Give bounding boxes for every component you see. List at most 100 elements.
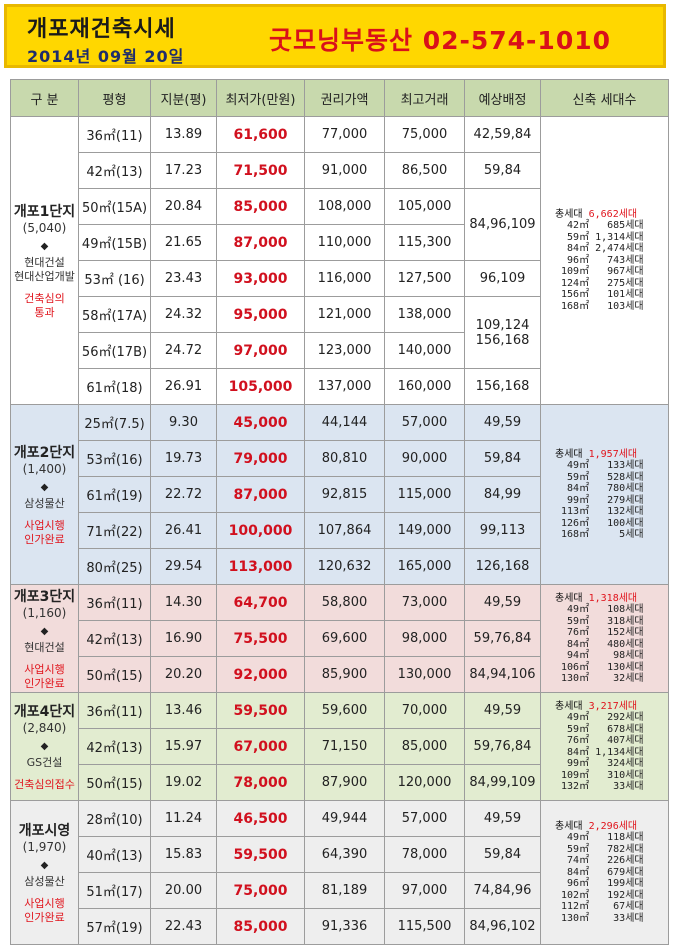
new-units-line: 112㎡ 67세대 (555, 901, 644, 913)
diamond-icon: ◆ (40, 482, 49, 493)
new-units-line: 109㎡ 967세대 (555, 266, 644, 278)
share-cell: 20.20 (150, 656, 217, 693)
allocation-cell: 59,84 (464, 836, 541, 873)
lowest-price-cell: 85,000 (216, 908, 305, 945)
share-cell: 29.54 (150, 548, 217, 585)
share-cell: 11.24 (150, 800, 217, 837)
highest-trade-cell: 57,000 (384, 800, 465, 837)
right-value-cell: 110,000 (304, 224, 385, 261)
share-cell: 22.43 (150, 908, 217, 945)
share-cell: 14.30 (150, 584, 217, 621)
complex-cell: 개포3단지 (1,160) ◆ 현대건설 사업시행 인가완료 (10, 584, 79, 693)
new-units-line: 113㎡ 132세대 (555, 506, 644, 517)
share-cell: 19.02 (150, 764, 217, 801)
lowest-price-cell: 59,500 (216, 836, 305, 873)
highest-trade-cell: 115,000 (384, 476, 465, 513)
new-units-line: 106㎡ 130세대 (555, 661, 644, 673)
new-units-cell: 총세대 1,318세대 49㎡ 108세대 59㎡ 318세대 76㎡ 152세… (540, 584, 669, 693)
allocation-cell: 49,59 (464, 800, 541, 837)
table-row: 개포3단지 (1,160) ◆ 현대건설 사업시행 인가완료 36㎡(11) 14.30 64,… (10, 584, 669, 693)
size-cell: 42㎡(13) (78, 152, 151, 189)
new-units-cell: 총세대 3,217세대 49㎡ 292세대 59㎡ 678세대 76㎡ 407세… (540, 692, 669, 801)
share-cell: 13.89 (150, 116, 217, 153)
lowest-price-cell: 45,000 (216, 404, 305, 441)
complex-units: (1,160) (22, 606, 67, 620)
size-cell: 58㎡(17A) (78, 296, 151, 333)
new-units-line: 132㎡ 33세대 (555, 781, 644, 792)
size-cell: 50㎡(15) (78, 764, 151, 801)
right-value-cell: 69,600 (304, 620, 385, 657)
builder-name: 삼성물산 (24, 497, 65, 510)
allocation-cell: 59,76,84 (464, 620, 541, 657)
right-value-cell: 137,000 (304, 368, 385, 405)
highest-trade-cell: 120,000 (384, 764, 465, 801)
new-units-cell: 총세대 2,296세대 49㎡ 118세대 59㎡ 782세대 74㎡ 226세… (540, 800, 669, 945)
allocation-cell: 84,99 (464, 476, 541, 513)
lowest-price-cell: 87,000 (216, 224, 305, 261)
new-units-total: 총세대 1,957세대 (555, 448, 638, 460)
lowest-price-cell: 97,000 (216, 332, 305, 369)
lowest-price-cell: 105,000 (216, 368, 305, 405)
complex-cell: 개포시영 (1,970) ◆ 삼성물산 사업시행 인가완료 (10, 800, 79, 945)
complex-units: (2,840) (22, 721, 67, 735)
right-value-cell: 59,600 (304, 692, 385, 729)
share-cell: 20.00 (150, 872, 217, 909)
project-status: 사업시행 인가완료 (24, 519, 65, 546)
allocation-cell: 59,84 (464, 152, 541, 189)
lowest-price-cell: 59,500 (216, 692, 305, 729)
highest-trade-cell: 98,000 (384, 620, 465, 657)
new-units-line: 49㎡ 108세대 (555, 604, 644, 615)
new-units-total-value: 6,662세대 (588, 208, 638, 220)
lowest-price-cell: 71,500 (216, 152, 305, 189)
share-cell: 19.73 (150, 440, 217, 477)
right-value-cell: 116,000 (304, 260, 385, 297)
new-units-total: 총세대 2,296세대 (555, 820, 638, 832)
new-units-line: 59㎡ 782세대 (555, 843, 644, 855)
new-units-line: 96㎡ 743세대 (555, 254, 644, 266)
new-units-total: 총세대 1,318세대 (555, 592, 638, 604)
page-title: 개포재건축시세 (27, 17, 176, 42)
right-value-cell: 92,815 (304, 476, 385, 513)
right-value-cell: 71,150 (304, 728, 385, 765)
size-cell: 36㎡(11) (78, 116, 151, 153)
new-units-total-value: 1,957세대 (588, 448, 638, 460)
allocation-cell: 42,59,84 (464, 116, 541, 153)
lowest-price-cell: 95,000 (216, 296, 305, 333)
size-cell: 36㎡(11) (78, 584, 151, 621)
allocation-cell: 84,94,106 (464, 656, 541, 693)
allocation-cell: 84,96,102 (464, 908, 541, 945)
allocation-cell: 109,124 156,168 (464, 296, 541, 369)
size-cell: 36㎡(11) (78, 692, 151, 729)
lowest-price-cell: 85,000 (216, 188, 305, 225)
highest-trade-cell: 97,000 (384, 872, 465, 909)
highest-trade-cell: 130,000 (384, 656, 465, 693)
new-units-line: 156㎡ 101세대 (555, 289, 644, 301)
right-value-cell: 85,900 (304, 656, 385, 693)
table-row: 개포1단지 (5,040) ◆ 현대건설 현대산업개발 건축심의 통과 36㎡(11) 13.8… (10, 116, 669, 405)
new-units-line: 99㎡ 324세대 (555, 758, 644, 769)
share-cell: 16.90 (150, 620, 217, 657)
builder-name: GS건설 (26, 756, 63, 769)
project-status: 사업시행 인가완료 (24, 897, 65, 924)
right-value-cell: 44,144 (304, 404, 385, 441)
size-cell: 28㎡(10) (78, 800, 151, 837)
project-status: 건축심의접수 (14, 778, 75, 791)
new-units-line: 76㎡ 152세대 (555, 627, 644, 638)
lowest-price-cell: 113,000 (216, 548, 305, 585)
project-status: 사업시행 인가완료 (24, 663, 65, 690)
allocation-cell: 49,59 (464, 584, 541, 621)
project-status: 건축심의 통과 (24, 292, 65, 319)
allocation-cell: 49,59 (464, 692, 541, 729)
complex-name: 개포3단지 (13, 589, 76, 605)
table-row: 개포2단지 (1,400) ◆ 삼성물산 사업시행 인가완료 25㎡(7.5) 9.30 45,… (10, 404, 669, 585)
new-units-line: 126㎡ 100세대 (555, 517, 644, 529)
new-units-line: 109㎡ 310세대 (555, 769, 644, 781)
builder-name: 현대건설 현대산업개발 (14, 256, 75, 283)
highest-trade-cell: 115,300 (384, 224, 465, 261)
allocation-cell: 74,84,96 (464, 872, 541, 909)
complex-cell: 개포4단지 (2,840) ◆ GS건설 건축심의접수 (10, 692, 79, 801)
new-units-line: 59㎡ 528세대 (555, 471, 644, 483)
new-units-line: 84㎡ 679세대 (555, 866, 644, 878)
lowest-price-cell: 93,000 (216, 260, 305, 297)
new-units-total-value: 3,217세대 (588, 700, 638, 712)
